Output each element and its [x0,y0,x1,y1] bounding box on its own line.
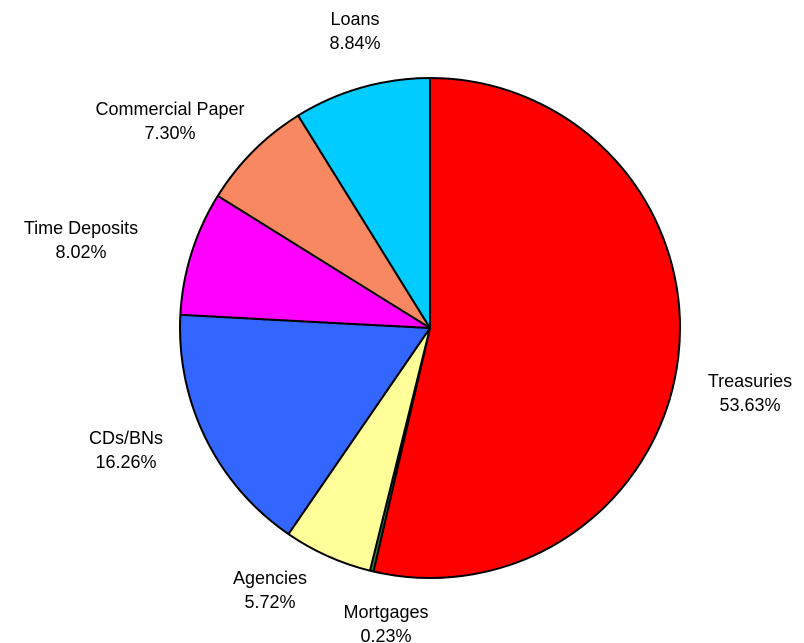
pie-slice-time-deposits [179,194,431,329]
slice-label-value: 16.26% [95,452,156,472]
slice-label: CDs/BNs 16.26% [89,428,163,472]
pie-slice-loans [297,77,431,329]
pie-slice-commercial-paper [216,114,431,329]
slice-label-name: Mortgages [343,602,428,622]
slice-label: Treasuries 53.63% [708,371,792,415]
slice-label: Loans 8.84% [329,9,380,53]
slice-label: Commercial Paper 7.30% [95,99,244,143]
slice-label: Agencies 5.72% [233,568,307,612]
pie-slice-treasuries [372,77,681,579]
slice-label-value: 0.23% [360,626,411,643]
slice-label-name: Time Deposits [24,218,138,238]
slice-label-name: Commercial Paper [95,99,244,119]
slice-label: Time Deposits 8.02% [24,218,138,262]
slice-label-name: CDs/BNs [89,428,163,448]
slice-label-value: 7.30% [144,123,195,143]
slice-label-name: Treasuries [708,371,792,391]
pie-slice-cds-bns [179,313,431,536]
slice-label-name: Loans [330,9,379,29]
slice-label-value: 8.84% [329,33,380,53]
pie-slices [179,77,681,579]
slice-label-value: 53.63% [719,395,780,415]
slice-label-name: Agencies [233,568,307,588]
slice-label-value: 5.72% [244,592,295,612]
slice-label-value: 8.02% [55,242,106,262]
slice-label: Mortgages 0.23% [343,602,428,643]
pie-labels: Treasuries 53.63% Mortgages 0.23% Agencies 5.… [24,9,792,643]
